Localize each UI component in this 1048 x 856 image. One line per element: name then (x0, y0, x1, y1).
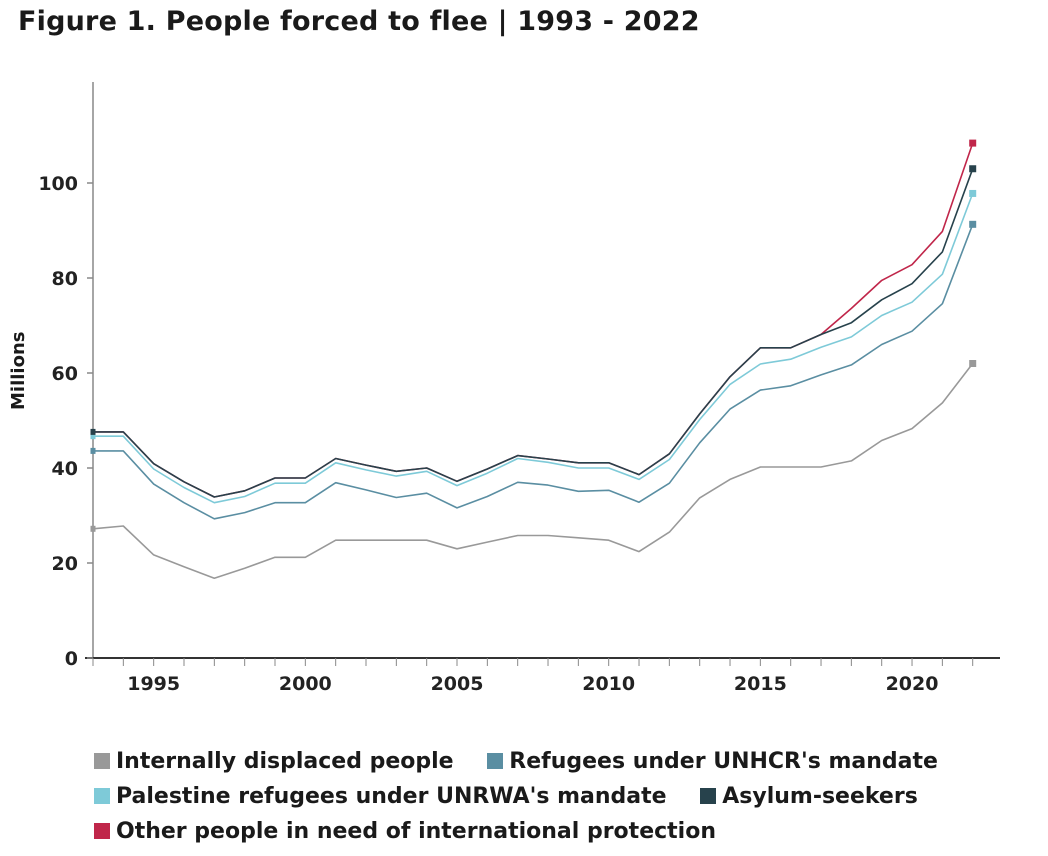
series-end-marker-asylum-seekers (969, 165, 977, 173)
y-tick-label: 60 (52, 363, 78, 385)
legend-swatch-idp (94, 753, 110, 769)
series-line-unrwa-refugees (93, 193, 974, 504)
series-start-marker-unrwa-refugees (90, 433, 96, 440)
series-end-marker-unrwa-refugees (969, 189, 977, 197)
legend-swatch-unhcr-refugees (487, 753, 504, 769)
y-tick-label: 20 (52, 553, 78, 575)
series-start-marker-idp (90, 525, 96, 532)
legend-row-2: Palestine refugees under UNRWA's mandate… (94, 779, 964, 814)
series-start-marker-asylum-seekers (90, 428, 96, 435)
legend-label-other-protection: Other people in need of international pr… (116, 819, 716, 844)
x-tick-label: 1995 (127, 673, 180, 695)
y-tick-label: 80 (52, 268, 78, 290)
y-tick-label: 100 (38, 173, 78, 195)
chart-legend: Internally displaced people Refugees und… (94, 744, 964, 849)
legend-item-unrwa-refugees: Palestine refugees under UNRWA's mandate (94, 779, 667, 814)
line-chart: 0 20 40 60 80 100 1995 2000 2005 2010 2015 2020 (38, 82, 1000, 695)
x-tick-label: 2010 (582, 673, 635, 695)
legend-swatch-unrwa-refugees (94, 788, 110, 804)
legend-item-other-protection: Other people in need of international pr… (94, 814, 716, 849)
legend-item-asylum-seekers: Asylum-seekers (700, 779, 918, 814)
series-start-marker-unhcr-refugees (90, 447, 96, 454)
y-tick-label: 0 (65, 648, 78, 670)
series-line-other-protection (93, 142, 974, 498)
legend-item-idp: Internally displaced people (94, 744, 454, 779)
legend-swatch-asylum-seekers (700, 788, 717, 804)
series-end-marker-idp (969, 360, 977, 367)
y-axis-title: Millions (8, 331, 29, 411)
legend-row-3: Other people in need of international pr… (94, 814, 964, 849)
series-end-marker-other-protection (969, 139, 977, 147)
legend-label-unhcr-refugees: Refugees under UNHCR's mandate (509, 749, 938, 774)
series-line-idp (92, 363, 974, 580)
series-line-asylum-seekers (93, 168, 974, 498)
legend-label-idp: Internally displaced people (116, 749, 454, 774)
x-tick-label: 2005 (431, 673, 484, 695)
legend-label-asylum-seekers: Asylum-seekers (722, 784, 918, 809)
legend-item-unhcr-refugees: Refugees under UNHCR's mandate (487, 744, 938, 779)
x-tick-label: 2000 (279, 673, 332, 695)
x-tick-label: 2020 (886, 673, 939, 695)
legend-row-1: Internally displaced people Refugees und… (94, 744, 964, 779)
y-tick-label: 40 (52, 458, 78, 480)
chart-title: Figure 1. People forced to flee | 1993 -… (18, 6, 700, 37)
x-tick-label: 2015 (734, 673, 787, 695)
series-end-marker-unhcr-refugees (969, 220, 977, 228)
series-line-unhcr-refugees (93, 224, 974, 520)
legend-label-unrwa-refugees: Palestine refugees under UNRWA's mandate (116, 784, 667, 809)
legend-swatch-other-protection (94, 823, 110, 839)
